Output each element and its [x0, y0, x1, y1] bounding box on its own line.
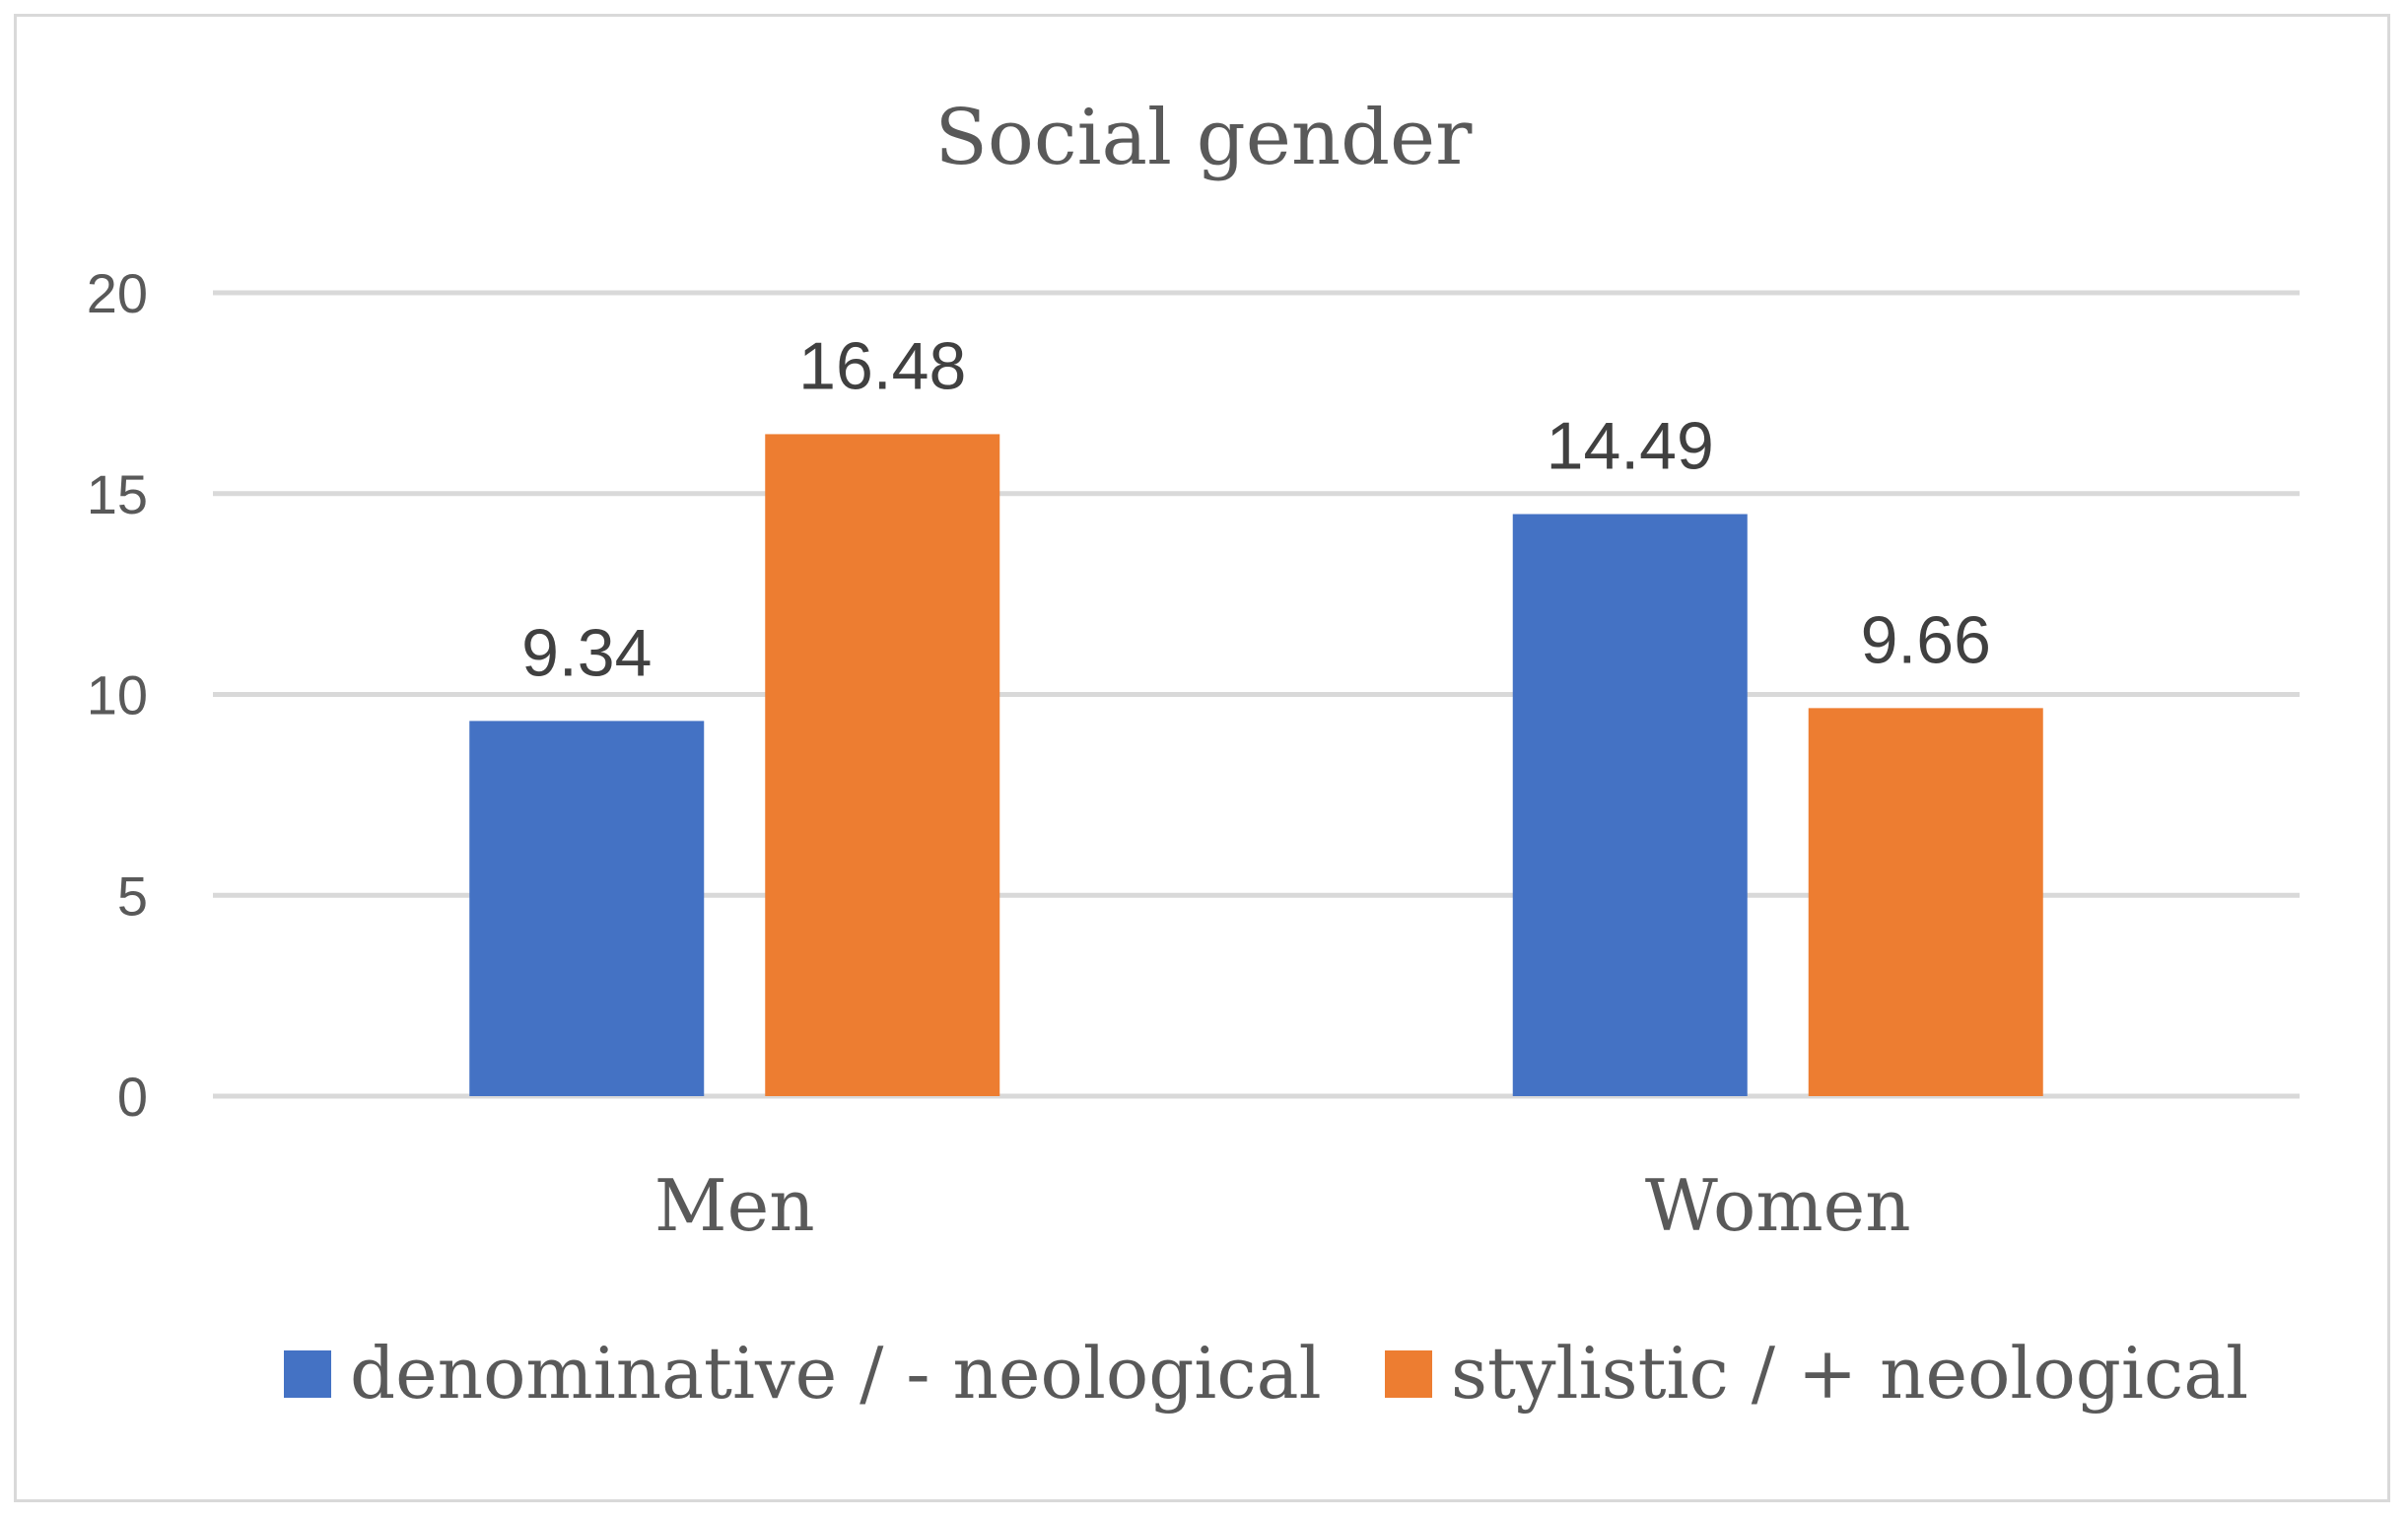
bar [765, 434, 1000, 1096]
bar [469, 721, 705, 1096]
x-category-label: Women [1645, 1164, 1911, 1247]
legend-swatch [1385, 1350, 1432, 1398]
x-axis-categories: Men Women [654, 1164, 1911, 1247]
x-category-label: Men [654, 1164, 815, 1247]
bar [1808, 708, 2043, 1096]
data-label: 9.34 [521, 615, 652, 690]
y-tick-label: 5 [117, 864, 148, 927]
y-tick-label: 10 [87, 664, 148, 726]
data-label: 14.49 [1547, 409, 1714, 484]
legend-label: stylistic / + neological [1451, 1332, 2248, 1415]
legend-label: denominative / - neological [350, 1332, 1322, 1415]
y-tick-label: 0 [117, 1066, 148, 1128]
bars [469, 434, 2043, 1096]
legend-swatch [284, 1350, 331, 1398]
y-tick-label: 15 [87, 463, 148, 525]
data-label: 16.48 [798, 328, 966, 403]
data-label: 9.66 [1861, 602, 1991, 677]
bar [1512, 514, 1748, 1096]
data-labels: 9.34 16.48 14.49 9.66 [521, 328, 1991, 690]
y-axis-ticks: 0 5 10 15 20 [87, 262, 148, 1128]
chart-title: Social gender [935, 94, 1474, 182]
legend: denominative / - neological stylistic / +… [284, 1332, 2248, 1415]
y-tick-label: 20 [87, 262, 148, 324]
